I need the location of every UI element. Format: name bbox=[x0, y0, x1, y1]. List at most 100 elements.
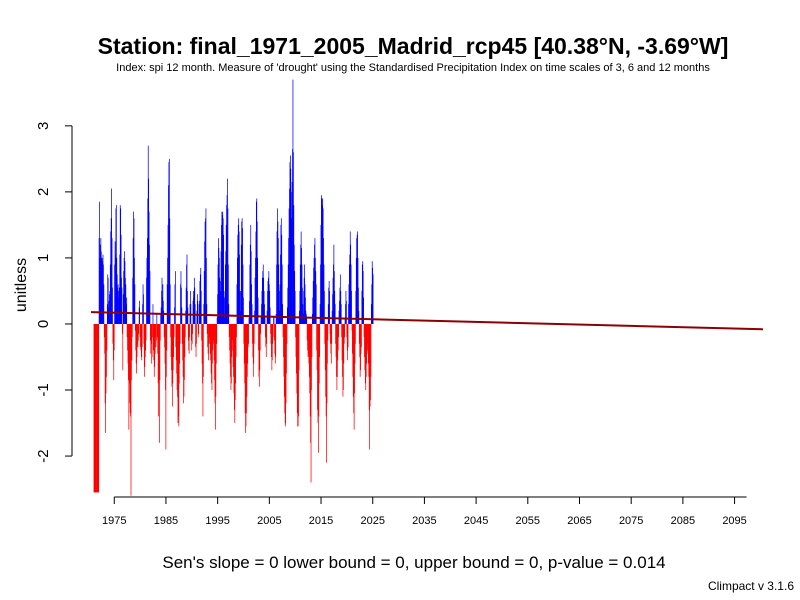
bar bbox=[293, 205, 295, 324]
bar bbox=[201, 323, 202, 341]
bar bbox=[97, 323, 98, 493]
bar bbox=[268, 277, 269, 324]
bar bbox=[184, 323, 186, 357]
bar bbox=[161, 277, 163, 324]
bar bbox=[168, 162, 170, 324]
bar bbox=[106, 323, 107, 377]
bar bbox=[340, 304, 342, 324]
bar bbox=[244, 323, 246, 384]
bar bbox=[108, 307, 109, 324]
bar bbox=[350, 264, 352, 324]
bar bbox=[175, 271, 176, 324]
bar bbox=[183, 323, 185, 397]
bar bbox=[359, 323, 361, 357]
bar bbox=[198, 323, 199, 334]
bar bbox=[246, 323, 248, 397]
bar bbox=[301, 264, 303, 324]
bar bbox=[149, 271, 151, 324]
bar bbox=[305, 297, 306, 324]
chart-title: Station: final_1971_2005_Madrid_rcp45 [4… bbox=[98, 33, 729, 59]
bar bbox=[311, 323, 313, 357]
bar bbox=[280, 218, 282, 324]
bar bbox=[337, 323, 339, 361]
bar bbox=[312, 297, 314, 324]
bar bbox=[243, 297, 244, 324]
bar bbox=[248, 317, 250, 324]
bar bbox=[261, 304, 262, 324]
bar bbox=[175, 323, 177, 361]
bar bbox=[329, 290, 330, 324]
bar bbox=[224, 317, 225, 324]
bar bbox=[344, 323, 346, 338]
bar bbox=[93, 323, 95, 493]
bar bbox=[364, 323, 366, 371]
bar bbox=[94, 323, 96, 493]
bar bbox=[104, 323, 106, 404]
bar bbox=[230, 323, 232, 384]
bar bbox=[368, 323, 370, 410]
bar bbox=[271, 323, 272, 357]
bar bbox=[227, 208, 229, 324]
bar bbox=[289, 188, 290, 324]
bar bbox=[162, 297, 163, 324]
bar bbox=[191, 323, 193, 351]
bar bbox=[211, 323, 212, 384]
bar bbox=[137, 323, 139, 341]
bar bbox=[240, 310, 241, 324]
bar bbox=[168, 185, 169, 324]
bar bbox=[109, 294, 110, 324]
bar bbox=[184, 323, 186, 338]
bar bbox=[290, 168, 292, 324]
bar bbox=[105, 323, 107, 394]
bar bbox=[159, 323, 161, 381]
bar bbox=[354, 323, 355, 394]
bar bbox=[147, 145, 149, 324]
bar bbox=[361, 323, 362, 348]
bar bbox=[204, 221, 206, 324]
bar bbox=[143, 323, 145, 344]
bar bbox=[305, 314, 307, 324]
bar bbox=[266, 323, 268, 344]
bar bbox=[115, 254, 116, 324]
bar bbox=[341, 323, 342, 338]
bar bbox=[275, 314, 277, 324]
bar bbox=[339, 300, 340, 324]
bar bbox=[353, 323, 355, 414]
bar bbox=[237, 224, 239, 324]
bar bbox=[253, 323, 255, 364]
bar bbox=[322, 208, 324, 324]
bar bbox=[133, 211, 134, 324]
bar bbox=[182, 323, 184, 377]
bars-group bbox=[93, 79, 374, 496]
bar bbox=[232, 323, 234, 367]
bar bbox=[323, 238, 324, 324]
bar bbox=[348, 304, 349, 324]
bar bbox=[355, 257, 357, 324]
bar bbox=[162, 284, 164, 324]
bar bbox=[317, 323, 318, 410]
bar bbox=[147, 238, 148, 324]
bar bbox=[304, 264, 305, 324]
bar bbox=[222, 218, 224, 324]
bar bbox=[339, 274, 341, 324]
bar bbox=[308, 323, 310, 364]
bar bbox=[343, 323, 345, 364]
bar bbox=[187, 307, 189, 324]
bar bbox=[261, 290, 263, 324]
bar bbox=[272, 323, 274, 338]
bar bbox=[218, 248, 220, 324]
bar bbox=[360, 323, 362, 354]
bar bbox=[336, 323, 337, 377]
bar bbox=[263, 290, 265, 324]
bar bbox=[192, 300, 194, 324]
bar bbox=[195, 323, 197, 357]
bar bbox=[213, 323, 215, 344]
bar bbox=[318, 323, 319, 453]
chart-subtitle: Index: spi 12 month. Measure of 'drought… bbox=[116, 62, 710, 74]
bar bbox=[178, 323, 180, 427]
bar bbox=[365, 323, 367, 377]
bar bbox=[208, 323, 209, 361]
bar bbox=[199, 300, 200, 324]
bar bbox=[152, 323, 153, 338]
bar bbox=[229, 323, 230, 351]
